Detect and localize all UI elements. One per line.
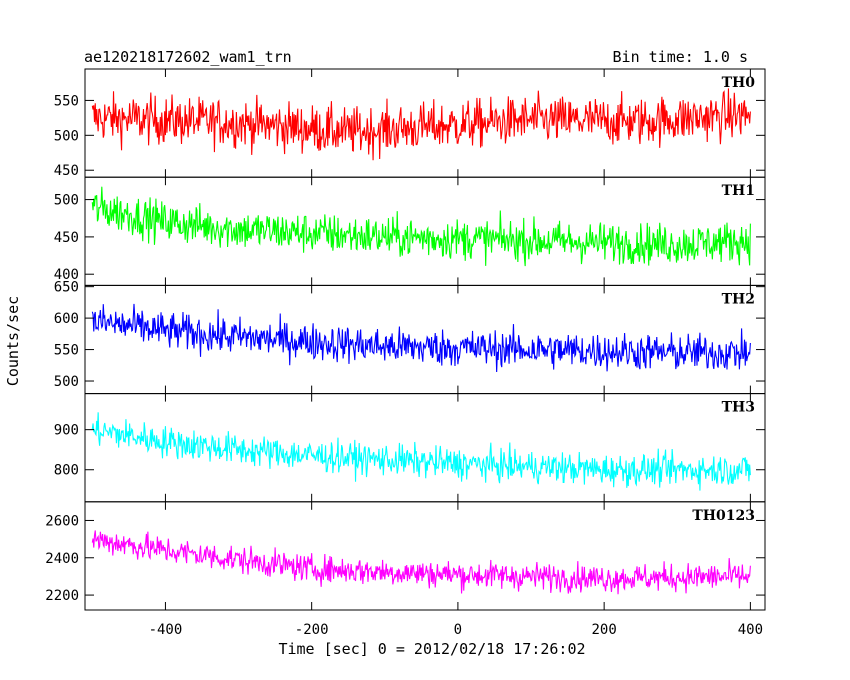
y-tick-label: 2400 [45,551,79,567]
y-tick-label: 2600 [45,513,79,529]
y-tick-label: 500 [54,128,79,144]
panel-th0123: 2200 2400 2600 TH0123 [45,501,766,611]
y-axis-label: Counts/sec [4,296,22,386]
y-tick-label: 550 [54,343,79,359]
series-line-th3 [91,412,751,491]
bin-time-label: Bin time: 1.0 s [613,48,748,66]
x-axis-label: Time [sec] 0 = 2012/02/18 17:26:02 [278,640,585,658]
panel-th0: 450 500 550 TH0 [54,68,766,179]
x-tick-label: -400 [149,622,183,638]
panel-th1: 400 450 500 TH1 [54,176,766,286]
series-line-th1 [91,186,751,267]
x-tick-label: 200 [591,622,616,638]
plot-title: ae120218172602_wam1_trn [84,48,292,66]
panel-frame [84,501,766,611]
x-axis: -400 -200 0 200 400 [149,622,763,638]
y-tick-label: 450 [54,230,79,246]
panel-th3: 800 900 TH3 [54,393,766,503]
y-tick-label: 800 [54,463,79,479]
y-tick-label: 650 [54,280,79,296]
x-tick-label: -200 [295,622,329,638]
panels-group: 450 500 550 TH0 400 450 500 TH1 500 550 600 650 TH2 8… [45,68,766,611]
x-tick-label: 0 [454,622,462,638]
panel-label: TH1 [722,183,755,199]
series-line-th0 [91,88,751,161]
panel-label: TH0123 [692,508,755,524]
panel-label: TH3 [722,400,755,416]
y-tick-label: 400 [54,267,79,283]
panel-label: TH0 [722,75,756,91]
y-tick-label: 550 [54,93,79,109]
y-tick-label: 500 [54,193,79,209]
y-tick-label: 900 [54,423,79,439]
panel-label: TH2 [722,291,755,307]
x-tick-label: 400 [738,622,763,638]
y-tick-label: 500 [54,374,79,390]
series-line-th0123 [91,530,751,595]
series-line-th2 [91,303,751,372]
panel-th2: 500 550 600 650 TH2 [54,280,766,395]
y-tick-label: 450 [54,163,79,179]
y-tick-label: 2200 [45,588,79,604]
y-tick-label: 600 [54,311,79,327]
